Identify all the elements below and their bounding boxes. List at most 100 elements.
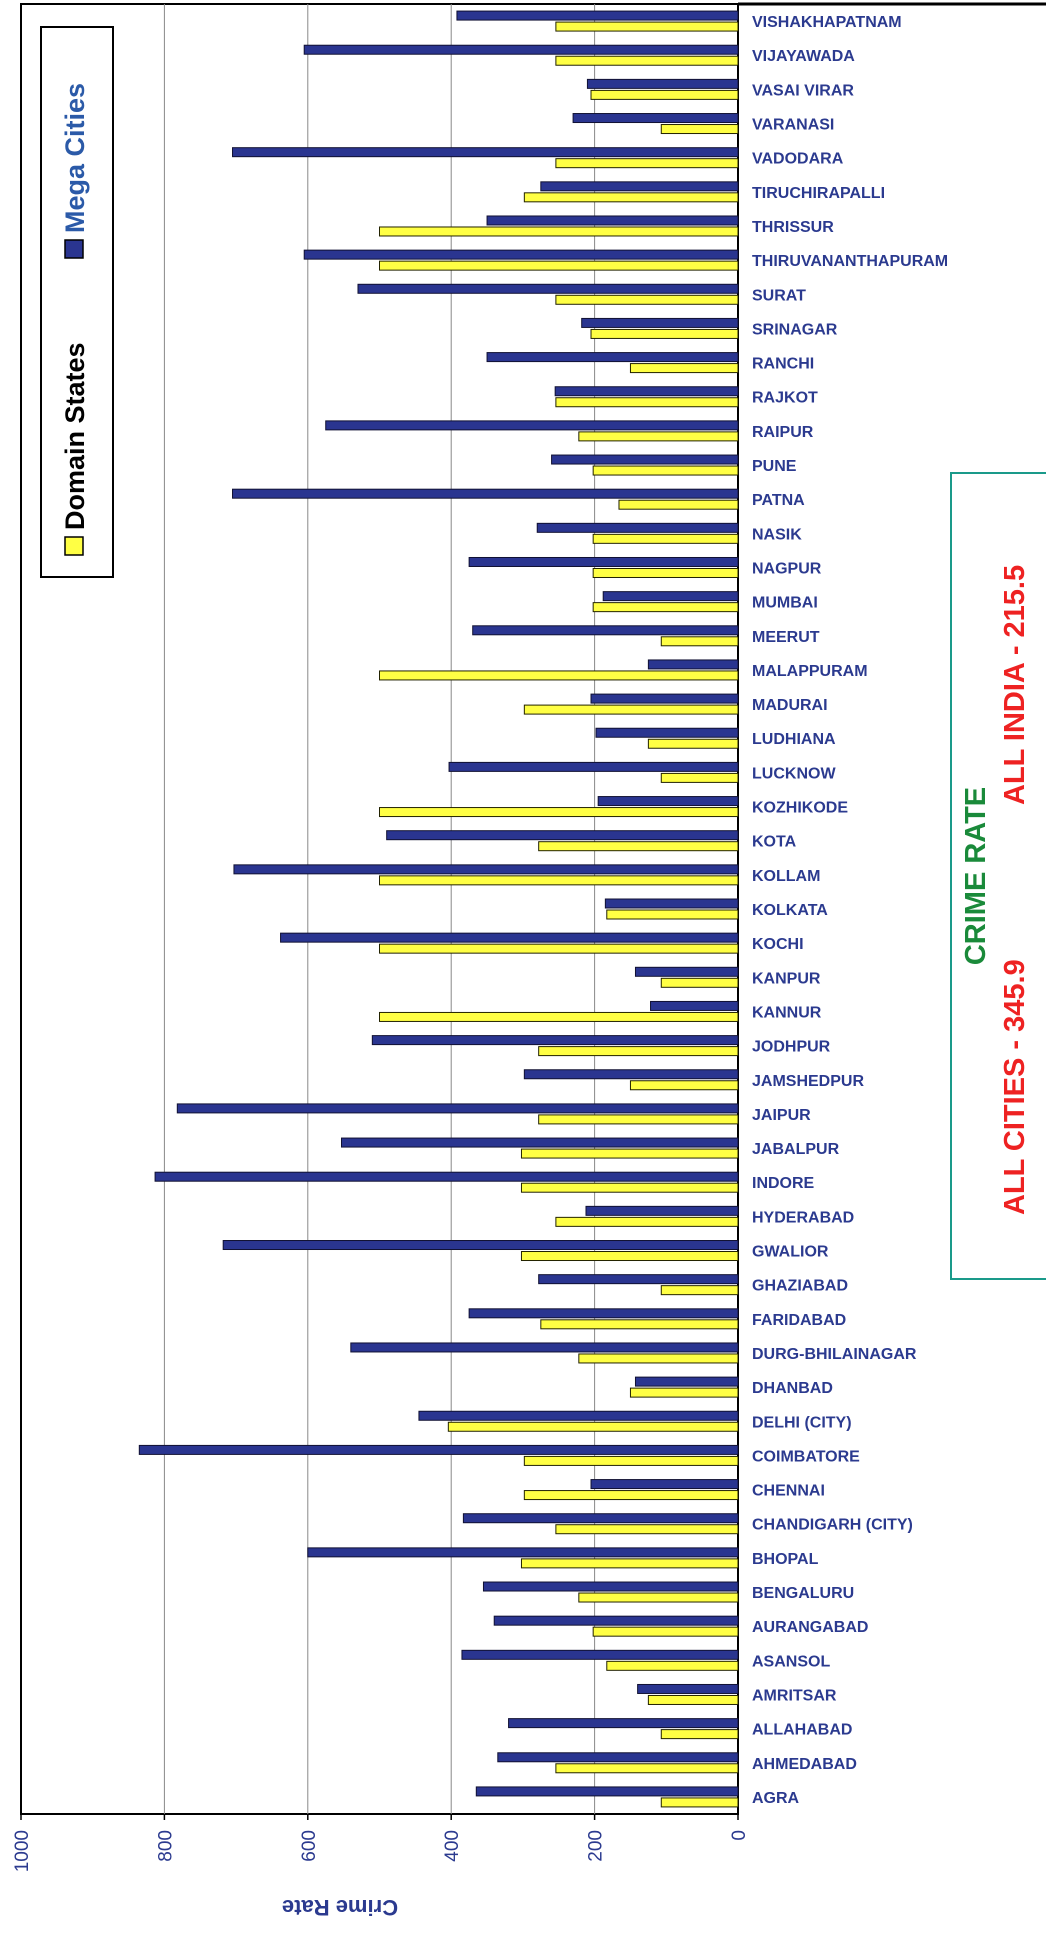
bar-mega-cities <box>138 1444 739 1455</box>
city-label: LUCKNOW <box>752 765 836 782</box>
bar-domain-states <box>555 294 739 305</box>
tick-label: 600 <box>299 1830 320 1862</box>
city-label: COIMBATORE <box>752 1448 860 1465</box>
bar-mega-cities <box>232 147 739 158</box>
city-label: INDORE <box>752 1175 815 1192</box>
bar-mega-cities <box>233 864 739 875</box>
bar-domain-states <box>379 807 739 818</box>
bar-mega-cities <box>493 1615 739 1626</box>
bar-domain-states <box>520 1148 739 1159</box>
bar-domain-states <box>523 704 739 715</box>
legend-swatch-mega-cities <box>64 239 84 259</box>
bar-domain-states <box>592 602 739 613</box>
bar-domain-states <box>592 1626 739 1637</box>
bar-domain-states <box>578 1353 739 1364</box>
bar-mega-cities <box>597 796 739 807</box>
note-all-cities: ALL CITIES - 345.9 <box>999 959 1031 1215</box>
bar-domain-states <box>618 499 739 510</box>
value-axis-ticks: 0 200 400 600 800 1000 <box>12 1814 750 1872</box>
bar-mega-cities <box>508 1718 739 1729</box>
bar-mega-cities <box>536 522 739 533</box>
bar-domain-states <box>379 670 739 681</box>
legend-swatch-domain-states <box>64 536 84 556</box>
city-label: KOLKATA <box>752 902 828 919</box>
bar-domain-states <box>647 1694 739 1705</box>
bar-domain-states <box>592 533 739 544</box>
bar-domain-states <box>660 636 739 647</box>
city-label: LUDHIANA <box>752 731 836 748</box>
bar-mega-cities <box>307 1547 739 1558</box>
city-label: VIJAYAWADA <box>752 48 855 65</box>
city-label: PUNE <box>752 458 797 475</box>
bar-mega-cities <box>572 113 739 124</box>
bar-mega-cities <box>585 1205 739 1216</box>
bar-domain-states <box>538 1114 739 1125</box>
bar-domain-states <box>523 192 739 203</box>
bar-domain-states <box>379 260 739 271</box>
city-label: VARANASI <box>752 117 834 134</box>
city-label: THRISSUR <box>752 219 834 236</box>
bar-mega-cities <box>604 898 739 909</box>
bar-domain-states <box>520 1251 739 1262</box>
bar-mega-cities <box>581 317 739 328</box>
city-label: VISHAKHAPATNAM <box>752 14 902 31</box>
bar-mega-cities <box>468 1308 739 1319</box>
city-label: KANPUR <box>752 970 821 987</box>
bar-mega-cities <box>303 249 739 260</box>
city-label: KANNUR <box>752 1004 822 1021</box>
city-label: TIRUCHIRAPALLI <box>752 185 885 202</box>
bars <box>138 10 739 1808</box>
bar-domain-states <box>555 1763 739 1774</box>
city-label: JODHPUR <box>752 1039 831 1056</box>
city-label: MADURAI <box>752 697 828 714</box>
city-label: JAIPUR <box>752 1107 811 1124</box>
bar-mega-cities <box>456 10 739 21</box>
bar-mega-cities <box>371 1035 739 1046</box>
city-label: NAGPUR <box>752 560 822 577</box>
tick-label: 800 <box>155 1830 176 1862</box>
bar-domain-states <box>592 567 739 578</box>
tick-label: 0 <box>729 1830 750 1841</box>
bar-domain-states <box>540 1319 739 1330</box>
bar-mega-cities <box>222 1240 739 1251</box>
bar-domain-states <box>538 1046 739 1057</box>
city-label: SURAT <box>752 287 806 304</box>
bar-mega-cities <box>634 966 739 977</box>
bar-domain-states <box>447 1421 739 1432</box>
bar-mega-cities <box>461 1649 739 1660</box>
bar-mega-cities <box>602 591 739 602</box>
bar-mega-cities <box>472 625 739 636</box>
bar-domain-states <box>660 124 739 135</box>
bar-domain-states <box>660 1797 739 1808</box>
bar-domain-states <box>555 1524 739 1535</box>
legend-box <box>40 26 114 578</box>
bar-domain-states <box>555 55 739 66</box>
bar-mega-cities <box>357 283 739 294</box>
bar-domain-states <box>523 1490 739 1501</box>
bar-mega-cities <box>340 1137 739 1148</box>
bar-domain-states <box>520 1182 739 1193</box>
bar-domain-states <box>647 738 739 749</box>
city-label: KOCHI <box>752 936 804 953</box>
bar-mega-cities <box>647 659 739 670</box>
bar-mega-cities <box>637 1683 739 1694</box>
bar-domain-states <box>555 1216 739 1227</box>
city-label: JABALPUR <box>752 1141 840 1158</box>
city-label: DHANBAD <box>752 1380 833 1397</box>
city-label: HYDERABAD <box>752 1209 854 1226</box>
city-label: MUMBAI <box>752 595 818 612</box>
city-label: CHENNAI <box>752 1483 825 1500</box>
bar-domain-states <box>538 841 739 852</box>
bar-domain-states <box>660 977 739 988</box>
bar-domain-states <box>629 1080 739 1091</box>
tick-label: 1000 <box>12 1830 33 1872</box>
city-label: THIRUVANANTHAPURAM <box>752 253 948 270</box>
bar-mega-cities <box>540 181 739 192</box>
bar-mega-cities <box>350 1342 739 1353</box>
city-label: ALLAHABAD <box>752 1722 852 1739</box>
bar-domain-states <box>606 909 739 920</box>
bar-domain-states <box>629 363 739 374</box>
city-label: BHOPAL <box>752 1551 819 1568</box>
city-label: DURG-BHILAINAGAR <box>752 1346 917 1363</box>
tick-label: 400 <box>442 1830 463 1862</box>
